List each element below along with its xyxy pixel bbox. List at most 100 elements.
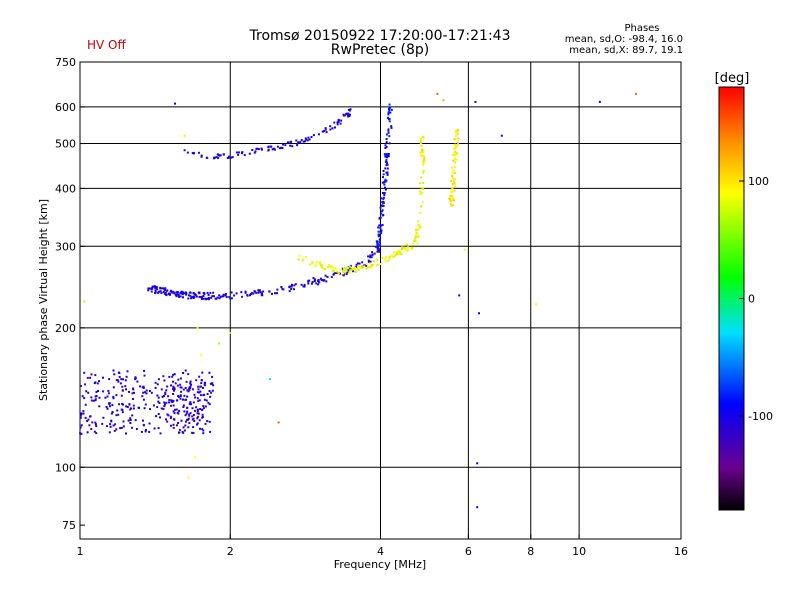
echo-point [144,430,147,433]
echo-point [89,376,92,379]
echo-point [201,408,204,411]
echo-point [454,150,457,153]
echo-point [183,134,186,137]
echo-point [419,176,422,179]
echo-point [196,408,199,411]
echo-point [202,294,205,297]
echo-point [235,151,238,154]
echo-point [132,398,134,400]
echo-point [92,399,95,402]
echo-point [415,228,417,231]
echo-point [318,133,320,136]
echo-point [142,419,144,422]
echo-point [358,262,361,265]
echo-point [377,230,380,233]
echo-point [361,261,364,264]
echo-point [319,277,322,280]
echo-point [184,424,187,427]
echo-point [118,375,121,378]
echo-point [177,395,180,398]
echo-point [177,378,180,381]
y-tick-label: 400 [55,182,76,195]
echo-point [153,285,156,288]
echo-point [172,404,175,407]
echo-point [202,386,204,389]
echo-point [154,381,157,384]
echo-point [112,397,115,400]
echo-point [148,287,151,290]
echo-point [178,428,181,431]
echo-point [203,398,206,401]
echo-point [84,403,87,406]
echo-point [419,211,422,214]
echo-point [418,224,421,227]
echo-point [155,286,158,289]
echo-point [379,263,382,266]
echo-point [422,170,425,173]
echo-point [180,390,183,393]
echo-point [385,138,388,140]
echo-point [199,394,202,397]
echo-point [94,374,97,377]
echo-point [453,189,456,192]
echo-point [156,406,159,409]
echo-point [347,112,350,115]
echo-point [162,375,165,378]
echo-point [452,154,455,157]
echo-point [169,417,172,420]
echo-point [382,196,385,199]
echo-point [383,153,386,156]
echo-point [385,164,388,167]
echo-point [411,247,414,250]
echo-point [222,293,225,296]
echo-point [165,289,168,292]
echo-point [199,390,202,393]
echo-point [154,289,157,292]
echo-point [94,423,97,426]
echo-point [172,418,175,421]
echo-point [449,194,452,197]
echo-point [194,396,196,399]
echo-point [377,233,380,236]
echo-point [189,294,192,297]
echo-point [186,406,189,409]
echo-point [328,264,330,267]
echo-point [377,248,380,251]
echo-point [191,407,194,410]
echo-point [419,225,422,228]
echo-point [319,263,322,266]
echo-point [303,283,306,286]
echo-point [375,264,378,267]
echo-point [131,426,133,429]
echo-point [417,228,420,231]
echo-point [420,144,423,147]
echo-point [290,288,293,290]
echo-point [226,157,229,159]
echo-point [269,145,272,148]
echo-point [86,376,89,379]
echo-point [107,392,110,395]
echo-point [122,425,125,428]
echo-point [83,397,86,400]
echo-point [387,153,390,155]
echo-point [305,138,308,141]
echo-point [374,245,377,248]
echo-point [184,387,187,389]
echo-point [198,399,201,402]
echo-point [204,422,207,425]
echo-point [450,194,453,197]
echo-point [346,267,349,269]
echo-point [192,152,195,155]
y-axis-label: Stationary phase Virtual Height [km] [37,199,50,401]
echo-point [94,421,97,424]
echo-point [463,248,466,251]
echo-point [326,275,329,278]
echo-point [451,174,453,177]
echo-point [187,418,190,421]
echo-point [303,285,306,288]
echo-point [104,396,107,399]
echo-point [105,425,108,428]
echo-point [168,293,171,296]
echo-point [207,293,210,296]
echo-point [136,380,139,383]
